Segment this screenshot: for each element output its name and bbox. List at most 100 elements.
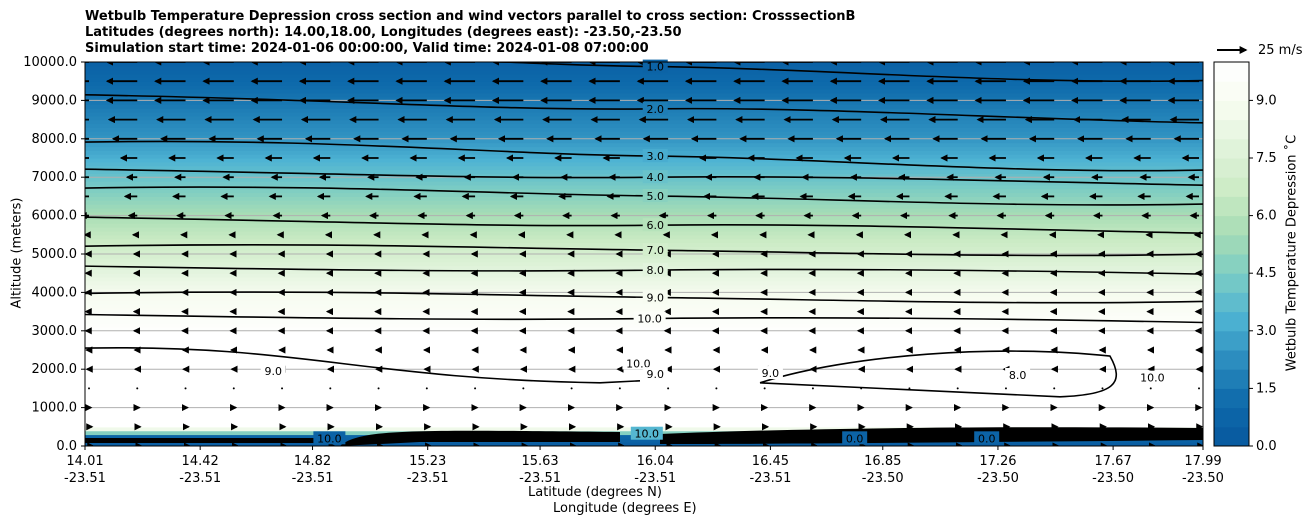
colorbar-segment: [1214, 369, 1249, 389]
contour-fill-band: [85, 181, 1203, 186]
contour-fill-band: [85, 165, 1203, 171]
x-tick-label-longitude: -23.50: [1182, 471, 1224, 486]
contour-label-bg: [633, 311, 666, 325]
chart-title-line-1: Wetbulb Temperature Depression cross sec…: [85, 9, 856, 24]
contour-fill-band: [85, 438, 1203, 443]
x-tick-label-latitude: 16.04: [637, 454, 674, 469]
surface-contour-band: [340, 430, 620, 446]
colorbar-tick-label: 4.5: [1256, 266, 1277, 281]
colorbar-segment: [1214, 81, 1249, 101]
contour-fill-band: [85, 380, 1203, 386]
contour-fill-band: [85, 238, 1203, 244]
contour-fill-band: [85, 323, 1203, 328]
contour-fill-band: [85, 254, 1203, 259]
contour-fill-band: [85, 204, 1203, 209]
contour-fill-band: [85, 415, 1203, 420]
contour-fill-band: [85, 411, 1203, 416]
contour-fill-band: [85, 419, 1203, 424]
y-tick-label: 5000.0: [32, 247, 78, 262]
contour-fill-band: [85, 123, 1203, 128]
contour-label: 10.0: [1140, 372, 1165, 385]
contour-fill-band: [85, 146, 1203, 151]
wind-vector: [860, 387, 863, 390]
contour-fill-band: [85, 346, 1203, 351]
contour-label-bg: [642, 243, 668, 257]
contour-fill-band: [85, 277, 1203, 282]
colorbar-segment: [1214, 177, 1249, 197]
contour-label-bg: [313, 431, 346, 445]
y-tick-label: 1000.0: [32, 401, 78, 416]
colorbar-frame: [1213, 61, 1250, 447]
contour-fill-band: [85, 338, 1203, 343]
colorbar-segment: [1214, 196, 1249, 217]
contour-label: 9.0: [762, 367, 780, 380]
contour-fill-band: [85, 422, 1203, 428]
contour-label: 10.0: [626, 357, 651, 370]
y-tick-label: 7000.0: [32, 170, 78, 185]
y-tick-label: 2000.0: [32, 362, 78, 377]
contour-label: 9.0: [646, 368, 664, 381]
contour-label: 10.0: [635, 428, 660, 441]
wind-vector: [667, 387, 670, 390]
contour-label: 4.0: [646, 171, 664, 184]
wind-vector: [715, 387, 718, 390]
wind-vector: [1053, 387, 1056, 390]
colorbar-segment: [1214, 311, 1249, 332]
contour-fill-band: [85, 330, 1203, 336]
contour-label: 7.0: [646, 244, 664, 257]
x-tick-label-latitude: 16.45: [752, 454, 789, 469]
contour-label: 6.0: [646, 219, 664, 232]
x-tick-label-latitude: 17.99: [1184, 454, 1221, 469]
x-tick-label-longitude: -23.50: [1092, 471, 1134, 486]
contour-label-bg: [642, 170, 668, 184]
wind-vector: [474, 387, 477, 390]
contour-label-bg: [974, 431, 1000, 445]
contour-label: 1.0: [646, 61, 664, 74]
contour-label: 10.0: [637, 313, 662, 326]
contour-fill-band: [85, 96, 1203, 101]
colorbar-tick-label: 3.0: [1256, 324, 1277, 339]
wind-vector: [232, 387, 235, 390]
wind-vector: [425, 387, 428, 390]
chart-title-line-3: Simulation start time: 2024-01-06 00:00:…: [85, 41, 649, 56]
wind-vector: [618, 387, 621, 390]
contour-fill-band: [85, 184, 1203, 190]
contour-label: 5.0: [646, 190, 664, 203]
wind-vector: [811, 387, 814, 390]
x-tick-label-longitude: -23.51: [519, 471, 561, 486]
contour-fill-band: [85, 307, 1203, 313]
contour-fill-band: [85, 326, 1203, 332]
contour-label-bg: [642, 218, 668, 232]
contour-fill-band: [85, 407, 1203, 413]
colorbar-segment: [1214, 215, 1249, 236]
quiver-key-label: 25 m/s: [1258, 43, 1303, 58]
contour-fill-band: [85, 131, 1203, 136]
colorbar-tick-label: 9.0: [1256, 93, 1277, 108]
contour-fill-band: [85, 442, 1203, 446]
contour-fill-band: [85, 353, 1203, 359]
colorbar-segment: [1214, 388, 1249, 409]
contour-label-bg: [842, 431, 868, 445]
colorbar-tick-label: 0.0: [1256, 439, 1277, 454]
contour-fill-band: [85, 257, 1203, 263]
surface-contour-band: [660, 427, 1203, 444]
y-tick-label: 6000.0: [32, 209, 78, 224]
contour-label-bg: [1005, 367, 1031, 381]
x-tick-label-latitude: 17.26: [979, 454, 1016, 469]
wind-vector: [1198, 387, 1200, 390]
x-tick-label-latitude: 16.85: [864, 454, 901, 469]
colorbar-segment: [1214, 350, 1249, 370]
colorbar-segment: [1214, 234, 1249, 255]
contour-label: 9.0: [646, 291, 664, 304]
y-tick-label: 10000.0: [23, 55, 77, 70]
colorbar-segment: [1214, 62, 1249, 82]
y-tick-label: 4000.0: [32, 285, 78, 300]
colorbar-tick-label: 1.5: [1256, 381, 1277, 396]
wind-vector: [1101, 387, 1104, 390]
colorbar-segment: [1214, 138, 1249, 159]
x-tick-label-longitude: -23.50: [862, 471, 904, 486]
contour-fill-band: [85, 334, 1203, 340]
contour-label-bg: [260, 364, 286, 378]
colorbar: 0.0 1.5 3.0 4.5 6.0 7.5 9.0: [1213, 61, 1277, 454]
contour-label-bg: [757, 366, 783, 380]
